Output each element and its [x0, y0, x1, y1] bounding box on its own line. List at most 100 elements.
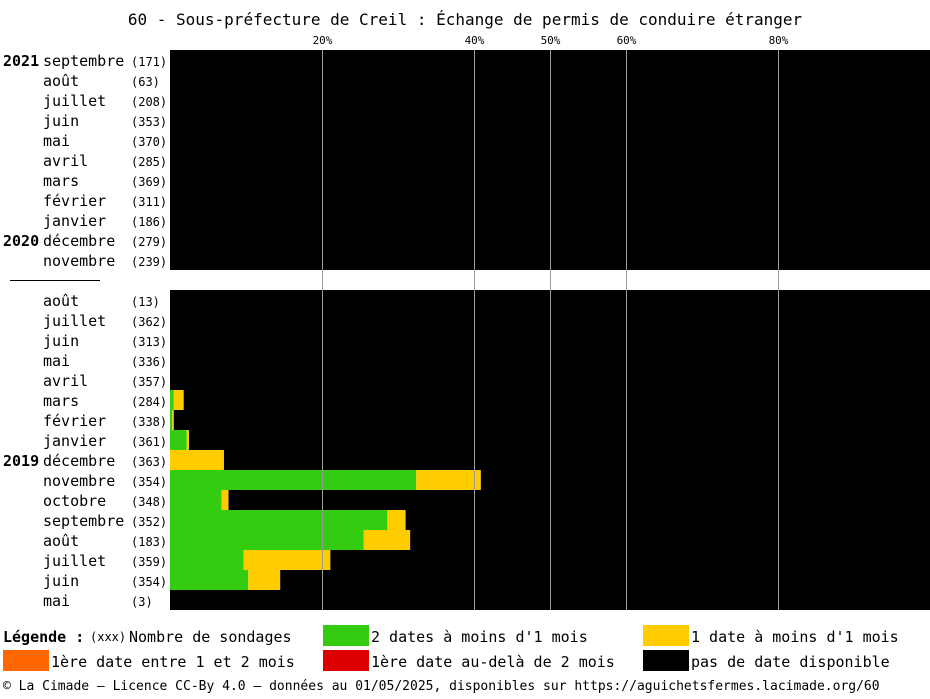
- bar-segment-1-date-moins-d-1-mois: [172, 410, 174, 430]
- month-label: novembre: [43, 472, 115, 490]
- month-label: juillet: [43, 312, 106, 330]
- year-label: 2020: [3, 232, 39, 250]
- row-labels: 2021 septembre (171)août (63)juillet (208)ju…: [3, 52, 167, 610]
- x-tick-label: 80%: [769, 34, 789, 47]
- month-label: août: [43, 532, 79, 550]
- month-label: février: [43, 192, 106, 210]
- month-label: septembre: [43, 512, 124, 530]
- bar-segment-2-dates-moins-d-1-mois: [170, 410, 173, 430]
- month-label: mars: [43, 172, 79, 190]
- count-label: (284): [131, 395, 167, 409]
- bar-segment-1-date-moins-d-1-mois: [170, 450, 224, 470]
- bar-segment-2-dates-moins-d-1-mois: [170, 550, 244, 570]
- bar-segment-pas-de-date-disponible: [173, 410, 930, 430]
- month-label: décembre: [43, 232, 115, 250]
- year-label: 2021: [3, 52, 39, 70]
- month-label: août: [43, 292, 79, 310]
- bar-segment-pas-de-date-disponible: [189, 430, 930, 450]
- bar-segment-2-dates-moins-d-1-mois: [170, 430, 187, 450]
- count-label: (348): [131, 495, 167, 509]
- count-label: (362): [131, 315, 167, 329]
- legend: Légende : (xxx) Nombre de sondages 2 dat…: [3, 625, 899, 671]
- count-label: (354): [131, 475, 167, 489]
- month-label: avril: [43, 372, 88, 390]
- bar-segment-1-date-moins-d-1-mois: [248, 570, 281, 590]
- bar-segment-pas-de-date-disponible: [330, 550, 930, 570]
- bar-segment-1-date-moins-d-1-mois: [243, 550, 331, 570]
- month-label: juin: [43, 572, 79, 590]
- count-label: (63): [131, 75, 160, 89]
- count-label: (239): [131, 255, 167, 269]
- bar-segment-1-date-moins-d-1-mois: [363, 530, 411, 550]
- count-label: (336): [131, 355, 167, 369]
- chart-title: 60 - Sous-préfecture de Creil : Échange …: [128, 10, 803, 29]
- count-label: (285): [131, 155, 167, 169]
- count-label: (363): [131, 455, 167, 469]
- month-label: octobre: [43, 492, 106, 510]
- month-label: janvier: [43, 212, 106, 230]
- bar-segment-pas-de-date-disponible: [228, 490, 930, 510]
- count-label: (186): [131, 215, 167, 229]
- count-label: (3): [131, 595, 153, 609]
- count-label: (338): [131, 415, 167, 429]
- bar-segment-2-dates-moins-d-1-mois: [170, 470, 417, 490]
- count-label: (357): [131, 375, 167, 389]
- count-label: (352): [131, 515, 167, 529]
- month-label: juillet: [43, 92, 106, 110]
- month-label: août: [43, 72, 79, 90]
- month-label: juin: [43, 112, 79, 130]
- legend-label: 1 date à moins d'1 mois: [691, 628, 899, 646]
- bar-segment-pas-de-date-disponible: [183, 390, 930, 410]
- legend-swatch: [643, 650, 689, 671]
- count-label: (171): [131, 55, 167, 69]
- legend-count-marker: (xxx): [90, 630, 126, 644]
- legend-count-label: Nombre de sondages: [129, 628, 292, 646]
- bar-segment-pas-de-date-disponible: [410, 530, 930, 550]
- month-label: avril: [43, 152, 88, 170]
- x-tick-label: 20%: [313, 34, 333, 47]
- month-label: juillet: [43, 552, 106, 570]
- month-label: septembre: [43, 52, 124, 70]
- legend-swatch: [643, 625, 689, 646]
- x-axis-ticks: 20% 40% 50% 60% 80%: [313, 34, 789, 47]
- month-label: février: [43, 412, 106, 430]
- count-label: (370): [131, 135, 167, 149]
- legend-swatch: [323, 625, 369, 646]
- month-label: mars: [43, 392, 79, 410]
- year-label: 2019: [3, 452, 39, 470]
- count-label: (183): [131, 535, 167, 549]
- count-label: (369): [131, 175, 167, 189]
- legend-swatch: [3, 650, 49, 671]
- legend-label: pas de date disponible: [691, 653, 890, 671]
- bar-segment-2-dates-moins-d-1-mois: [170, 530, 364, 550]
- legend-label: 1ère date au-delà de 2 mois: [371, 653, 615, 671]
- count-label: (311): [131, 195, 167, 209]
- bar-segment-2-dates-moins-d-1-mois: [170, 490, 222, 510]
- bar-segment-1-date-moins-d-1-mois: [221, 490, 229, 510]
- count-label: (353): [131, 115, 167, 129]
- bar-segment-2-dates-moins-d-1-mois: [170, 510, 388, 530]
- bar-segment-pas-de-date-disponible: [223, 450, 930, 470]
- count-label: (279): [131, 235, 167, 249]
- count-label: (354): [131, 575, 167, 589]
- count-label: (313): [131, 335, 167, 349]
- bar-segment-pas-de-date-disponible: [405, 510, 930, 530]
- month-label: mai: [43, 592, 70, 610]
- bar-segment-1-date-moins-d-1-mois: [186, 430, 189, 450]
- x-tick-label: 60%: [617, 34, 637, 47]
- month-label: décembre: [43, 452, 115, 470]
- legend-label: 2 dates à moins d'1 mois: [371, 628, 588, 646]
- bar-segment-1-date-moins-d-1-mois: [173, 390, 184, 410]
- bar-segment-2-dates-moins-d-1-mois: [170, 390, 174, 410]
- bar-segment-pas-de-date-disponible: [280, 570, 930, 590]
- month-label: janvier: [43, 432, 106, 450]
- legend-label: 1ère date entre 1 et 2 mois: [51, 653, 295, 671]
- month-label: novembre: [43, 252, 115, 270]
- bar-segment-2-dates-moins-d-1-mois: [170, 570, 249, 590]
- footer-credit: © La Cimade — Licence CC-By 4.0 — donnée…: [3, 679, 880, 694]
- grid-lines: [322, 50, 779, 610]
- legend-heading: Légende :: [3, 628, 84, 646]
- x-tick-label: 40%: [465, 34, 485, 47]
- count-label: (13): [131, 295, 160, 309]
